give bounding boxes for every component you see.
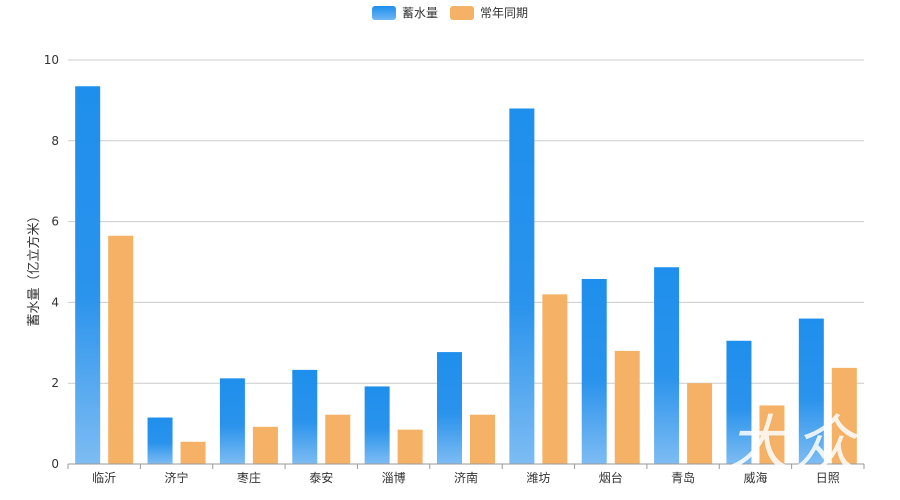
bar-normal[interactable] <box>470 414 495 464</box>
legend-item-storage[interactable]: 蓄水量 <box>371 4 438 21</box>
bar-storage[interactable] <box>364 386 390 464</box>
axes: 0 2 4 6 8 10 临沂 济宁 枣庄 泰安 淄博 济南 潍坊 烟台 青岛 威海 日照 <box>44 53 865 485</box>
bar-normal[interactable] <box>831 367 857 464</box>
x-tick-label: 淄博 <box>382 470 406 485</box>
chart-legend: 蓄水量 常年同期 <box>0 4 900 21</box>
x-tick-label: 青岛 <box>671 470 695 485</box>
grid-lines <box>68 59 864 384</box>
bar-storage[interactable] <box>437 352 462 464</box>
bar-storage[interactable] <box>147 417 173 464</box>
bar-normal[interactable] <box>614 350 640 464</box>
legend-label-normal: 常年同期 <box>480 6 529 20</box>
bar-storage[interactable] <box>726 340 752 464</box>
y-tick-label: 0 <box>51 457 59 471</box>
x-tick-label: 济南 <box>454 470 478 485</box>
y-tick-label: 2 <box>51 376 59 390</box>
bar-normal[interactable] <box>325 414 351 464</box>
bar-normal[interactable] <box>542 294 568 464</box>
bar-normal[interactable] <box>687 383 713 464</box>
x-tick-label: 日照 <box>816 471 840 485</box>
legend-swatch-normal <box>450 5 474 20</box>
bars <box>75 86 857 464</box>
bar-storage[interactable] <box>581 278 607 464</box>
x-tick-label: 烟台 <box>599 470 623 485</box>
y-tick-label: 6 <box>51 215 59 229</box>
legend-item-normal[interactable]: 常年同期 <box>450 4 528 21</box>
bar-normal[interactable] <box>108 235 134 464</box>
y-tick-label: 10 <box>44 53 59 67</box>
x-tick-label: 泰安 <box>309 470 333 485</box>
x-tick-label: 潍坊 <box>526 470 550 485</box>
bar-storage[interactable] <box>219 378 245 464</box>
x-tick-label: 济宁 <box>165 470 189 485</box>
y-tick-label: 4 <box>51 295 59 309</box>
x-tick-label: 威海 <box>743 470 767 485</box>
bar-storage[interactable] <box>509 108 535 464</box>
legend-label-storage: 蓄水量 <box>401 6 438 20</box>
bar-storage[interactable] <box>292 369 318 464</box>
bar-normal[interactable] <box>759 405 785 464</box>
x-tick-label: 枣庄 <box>237 470 261 485</box>
x-tick-label: 临沂 <box>92 471 116 485</box>
bar-storage[interactable] <box>75 86 101 464</box>
bar-storage[interactable] <box>798 318 824 464</box>
legend-swatch-storage <box>371 5 396 20</box>
y-axis-label: 蓄水量（亿立方米） <box>26 209 42 326</box>
y-tick-label: 8 <box>51 134 59 148</box>
bar-normal[interactable] <box>180 441 206 464</box>
bar-normal[interactable] <box>252 426 278 464</box>
bar-normal[interactable] <box>397 429 423 464</box>
bar-storage[interactable] <box>654 267 680 464</box>
